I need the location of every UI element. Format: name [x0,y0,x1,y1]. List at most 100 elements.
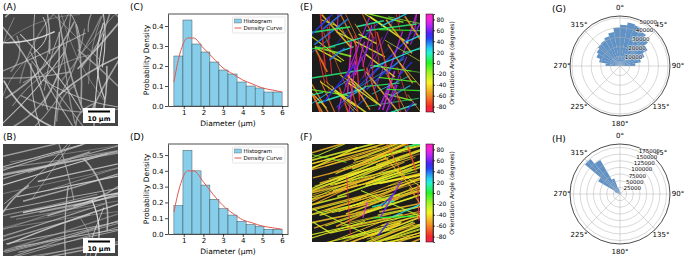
angle-tick-label: 135° [653,231,670,239]
panel-label: (D) [130,132,144,142]
tick-label: 3 [221,109,225,117]
image-texture [362,229,388,242]
histogram-chart: 1234560.00.10.20.30.40.5Diameter (μm)Pro… [142,144,289,256]
tick-mark [433,96,435,97]
image-texture [312,47,335,51]
plot-background [570,144,670,244]
legend-box [232,147,285,163]
image-texture [380,181,401,217]
image-texture [374,61,386,90]
image-texture [366,24,416,31]
tick-label: 0.0 [152,231,163,239]
angle-tick-label: 270° [554,190,571,198]
image-texture [323,14,356,29]
radial-tick-label: 50000 [626,179,644,185]
image-texture [3,23,48,110]
image-texture [83,158,108,231]
image-texture [410,14,420,45]
image-texture [13,55,90,106]
tick-mark [433,193,435,194]
tick: 0.5 [152,152,168,160]
orientation-map: -80-60-40-20020406080Orientation Angle (… [262,125,468,258]
tick-mark [433,41,435,42]
tick-label: 0.2 [152,63,163,71]
image-texture [4,144,84,204]
image-texture [357,21,384,27]
grid-spoke [585,159,620,194]
tick: 0.3 [152,183,168,191]
image-texture [395,170,420,193]
tick-label: 60 [437,157,445,164]
histogram-chart: 1234560.00.10.20.30.4Diameter (μm)Probab… [142,14,289,128]
tick-mark [433,204,435,205]
tick-label: 1 [182,109,186,117]
tick-mark [433,52,435,53]
image-texture [312,149,346,162]
histogram-bar [228,215,237,234]
spine [288,144,289,234]
scale-bar [88,111,110,113]
colorbar-label: Orientation Angle (degrees) [448,151,456,235]
tick: 1 [182,106,186,117]
polar-bar [595,160,620,194]
tick-label: 0.1 [152,83,163,91]
image-texture [51,14,101,61]
grid-spoke [620,66,621,116]
scale-bar-box [83,108,115,123]
tick-mark [433,182,435,183]
scale-bar-box [83,238,115,253]
tick-mark [165,187,168,188]
tick-mark [165,171,168,172]
radial-tick-label: 40000 [636,27,654,33]
image-texture [5,14,46,17]
tick-label: 60 [437,27,445,34]
image-texture [41,14,50,54]
tick: 0 [433,59,441,66]
tick: -20 [433,200,446,207]
tick-label: 5 [261,237,265,245]
tick-label: 20 [437,49,445,56]
image-texture [329,16,331,38]
angle-tick-label: 0° [616,4,624,12]
grid-spoke [620,66,670,67]
angle-tick-label: 135° [653,103,670,111]
radial-tick-label: 75000 [629,173,647,179]
image-texture [3,151,118,185]
tick: 6 [280,106,285,117]
tick: 0.0 [152,103,168,111]
image-texture [406,32,420,42]
histogram-bar [246,225,255,234]
tick-label: 6 [280,237,285,245]
legend-swatch [234,19,241,23]
polar-bar [620,46,647,66]
angle-tick-label: 315° [571,149,588,157]
tick: 2 [202,234,206,245]
tick-label: -20 [437,200,447,207]
tick: 0.2 [152,199,168,207]
image-texture [3,144,105,181]
polar-bar [585,159,620,194]
spine [168,144,288,145]
grid-spoke [620,194,621,244]
tick: -40 [433,211,446,218]
image-texture [393,200,420,217]
image-texture [348,14,403,22]
image-texture [332,186,420,212]
tick-mark [433,226,435,227]
axis-line [168,145,169,235]
tick: 5 [261,234,265,245]
axis: -80-60-40-20020406080 [433,145,446,243]
legend-label: Density Curve [243,155,283,162]
histogram-bar [264,92,273,106]
y-axis-title: Probability Density [142,153,151,224]
figure: (A)10 μm(B)10 μm(E)-80-60-40-20020406080… [0,0,696,262]
tick: 0.4 [152,23,168,31]
image-texture [97,23,105,100]
angle-tick-label: 90° [672,190,684,198]
polar-frame [570,16,670,116]
x-axis-title: Diameter (μm) [200,247,255,256]
image-texture [373,172,420,184]
tick-label: 80 [437,146,445,153]
image-texture [18,213,118,252]
angle-tick-label: 225° [571,103,588,111]
